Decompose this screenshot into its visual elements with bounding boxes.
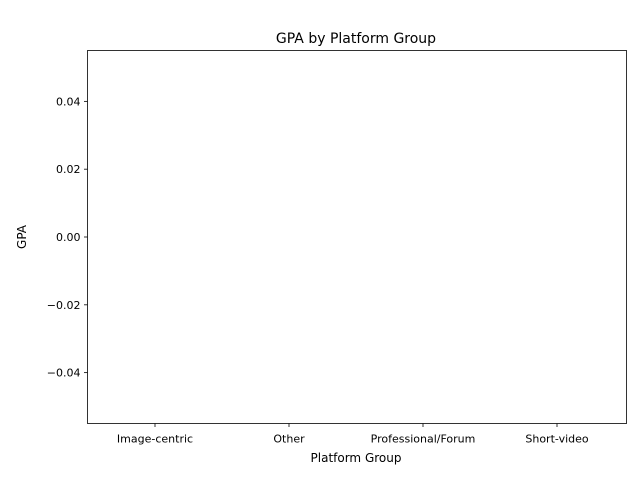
y-tick-label: 0.00: [56, 231, 81, 244]
x-tick-label: Image-centric: [117, 433, 193, 446]
x-tick-label: Short-video: [525, 433, 589, 446]
x-axis-ticks: Image-centric Other Professional/Forum Shor…: [117, 423, 589, 446]
y-tick-label: 0.04: [56, 95, 81, 108]
y-tick-label: −0.02: [47, 299, 81, 312]
x-tick-label: Professional/Forum: [371, 433, 476, 446]
y-tick-label: 0.02: [56, 163, 81, 176]
y-axis-label: GPA: [15, 224, 29, 249]
y-axis-ticks: −0.04 −0.02 0.00 0.02 0.04: [47, 95, 88, 380]
x-tick-label: Other: [273, 433, 305, 446]
x-axis-label: Platform Group: [311, 451, 402, 465]
chart-title: GPA by Platform Group: [276, 31, 436, 47]
y-tick-label: −0.04: [47, 367, 81, 380]
